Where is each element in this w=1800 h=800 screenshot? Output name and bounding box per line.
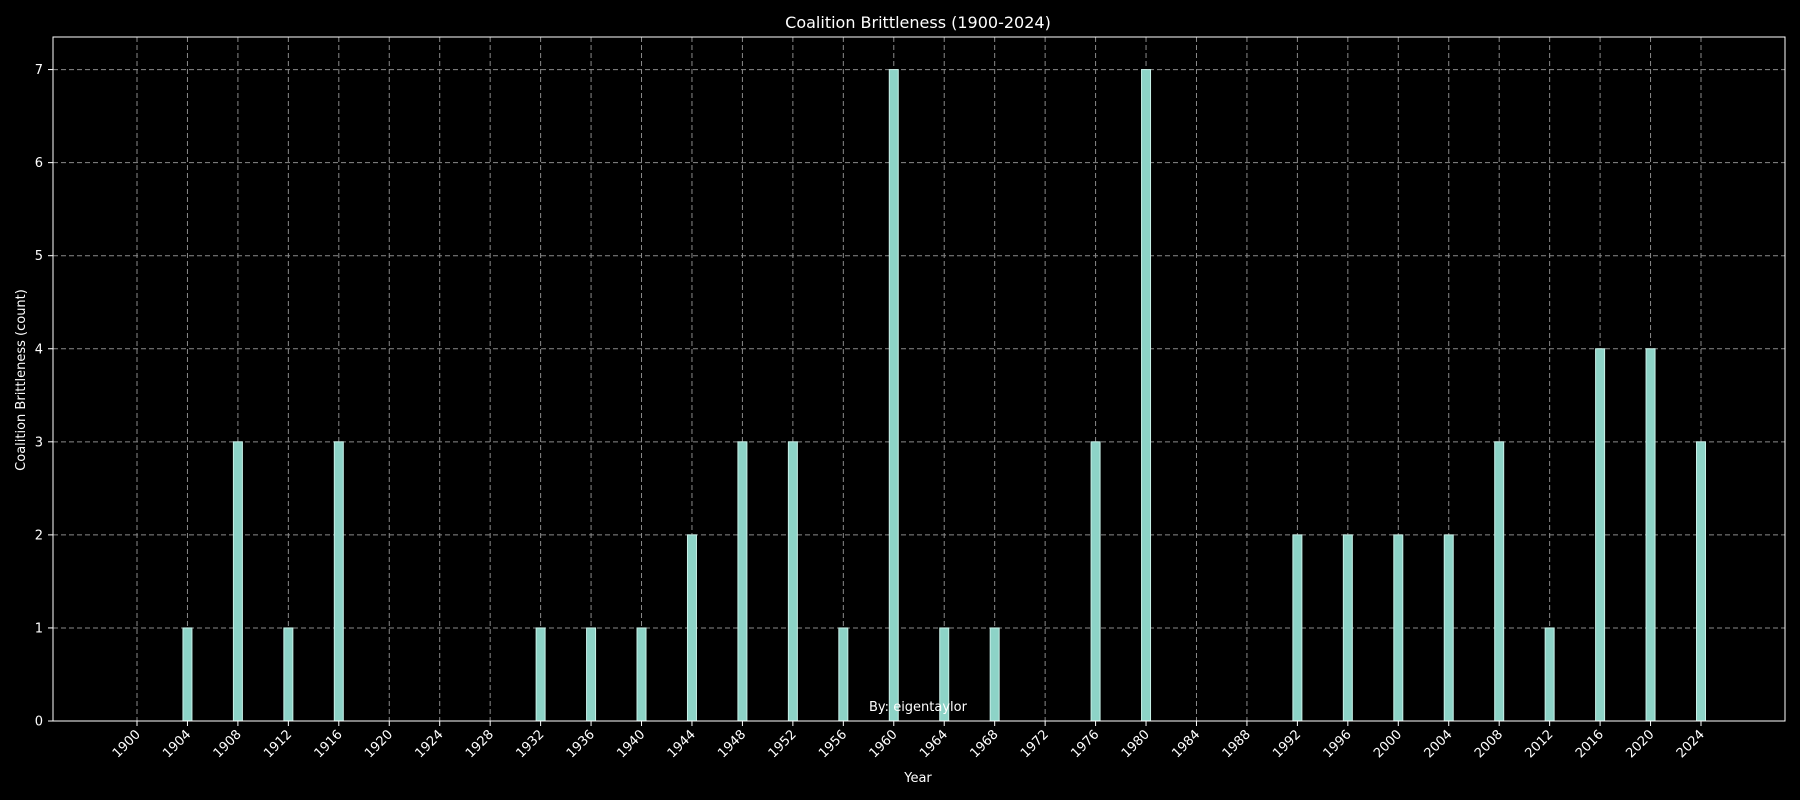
- y-tick-label: 3: [35, 435, 43, 450]
- bar-1956: [838, 627, 849, 722]
- bars: [182, 69, 1706, 722]
- plot-frame: [52, 36, 1786, 722]
- bar-2008: [1494, 441, 1505, 722]
- bar-1996: [1342, 534, 1353, 722]
- author-annotation: By: eigentaylor: [869, 700, 968, 715]
- y-tick-label: 0: [35, 715, 43, 730]
- x-axis-label: Year: [903, 771, 932, 786]
- chart-title: Coalition Brittleness (1900-2024): [785, 13, 1051, 32]
- bar-1948: [737, 441, 748, 722]
- y-axis-ticks: 0 1 2 3 4 5 6 7: [35, 63, 53, 730]
- bar-1960: [888, 69, 899, 722]
- bar-1904: [182, 627, 193, 722]
- y-tick-label: 1: [35, 621, 43, 636]
- bar-2020: [1645, 348, 1656, 722]
- bar-1968: [989, 627, 1000, 722]
- bar-1912: [283, 627, 294, 722]
- bar-1916: [333, 441, 344, 722]
- bar-1940: [636, 627, 647, 722]
- y-axis-label: Coalition Brittleness (count): [14, 289, 29, 471]
- bar-1944: [686, 534, 697, 722]
- bar-2000: [1393, 534, 1404, 722]
- bar-1952: [787, 441, 798, 722]
- bar-1936: [586, 627, 597, 722]
- bar-1980: [1141, 69, 1152, 722]
- bar-1908: [232, 441, 243, 722]
- bar-1992: [1292, 534, 1303, 722]
- bar-2012: [1544, 627, 1555, 722]
- bar-2004: [1443, 534, 1454, 722]
- bar-1932: [535, 627, 546, 722]
- y-tick-label: 6: [35, 156, 43, 171]
- y-tick-label: 7: [35, 63, 43, 78]
- bar-2024: [1696, 441, 1706, 722]
- bar-2016: [1595, 348, 1606, 722]
- y-tick-label: 5: [35, 249, 43, 264]
- y-tick-label: 2: [35, 528, 43, 543]
- bar-1976: [1090, 441, 1101, 722]
- y-tick-label: 4: [35, 342, 43, 357]
